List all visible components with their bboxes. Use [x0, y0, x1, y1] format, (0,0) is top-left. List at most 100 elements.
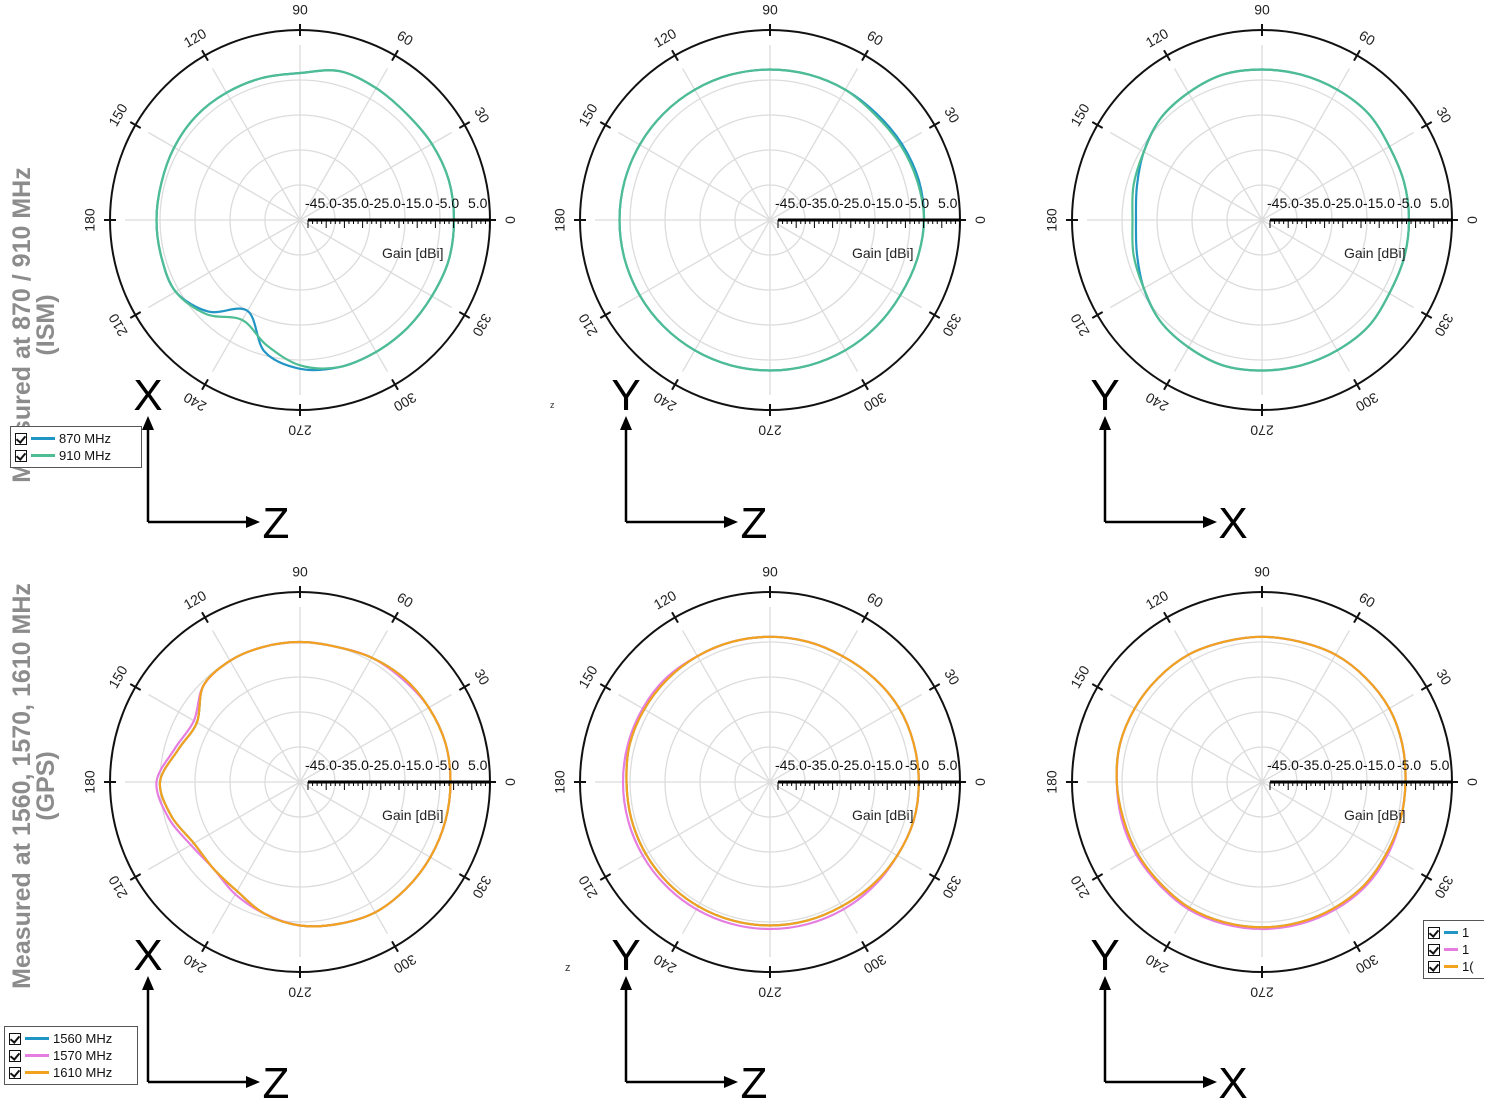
- radial-tick-label: 5.0: [938, 195, 958, 211]
- angle-tick-label: 270: [288, 984, 312, 1000]
- radial-tick-label: -35.0: [1299, 195, 1331, 211]
- axis-letter-horizontal: Z: [263, 499, 290, 548]
- angle-tick-label: 30: [471, 104, 493, 126]
- angle-tick-label: 330: [469, 311, 495, 339]
- radial-tick-label: -35.0: [807, 757, 839, 773]
- radial-tick-label: -35.0: [337, 757, 369, 773]
- legend-item[interactable]: 1610 MHz: [9, 1064, 133, 1081]
- series-swatch: [25, 1071, 49, 1074]
- checkbox-icon[interactable]: [9, 1067, 21, 1079]
- angle-tick: [600, 122, 610, 128]
- angle-tick: [392, 612, 398, 622]
- angle-tick-label: 210: [1067, 873, 1093, 901]
- radial-axis-title: Gain [dBi]: [1344, 807, 1405, 823]
- angle-tick: [672, 50, 678, 60]
- angle-tick-label: 240: [651, 389, 679, 415]
- arrow-head-icon: [1203, 516, 1217, 528]
- axis-letter-horizontal: Z: [741, 499, 768, 548]
- arrow-head-icon: [246, 516, 260, 528]
- angle-tick: [130, 684, 140, 690]
- angle-tick: [929, 684, 939, 690]
- angle-tick: [672, 379, 678, 389]
- axis-letter-vertical: X: [133, 371, 162, 420]
- axis-letter-horizontal: Z: [263, 1059, 290, 1100]
- legend-item[interactable]: 870 MHz: [15, 430, 137, 447]
- legend-item[interactable]: 1: [1428, 924, 1480, 941]
- checkbox-icon[interactable]: [15, 450, 27, 462]
- radial-tick-label: 5.0: [938, 757, 958, 773]
- angle-tick-label: 120: [1143, 587, 1171, 613]
- legend-label: 1: [1462, 925, 1469, 940]
- series-swatch: [1444, 931, 1458, 934]
- angle-tick: [1092, 684, 1102, 690]
- grid-spoke: [618, 782, 770, 870]
- legend-item[interactable]: 1560 MHz: [9, 1030, 133, 1047]
- legend-item[interactable]: 1: [1428, 941, 1480, 958]
- angle-tick-label: 330: [1431, 311, 1457, 339]
- grid-spoke: [683, 782, 771, 934]
- radial-tick-label: -5.0: [1397, 757, 1421, 773]
- angle-tick-label: 240: [1143, 951, 1171, 977]
- angle-tick-label: 120: [1143, 25, 1171, 51]
- legend-item[interactable]: 910 MHz: [15, 447, 137, 464]
- angle-tick-label: 0: [972, 778, 988, 786]
- angle-tick-label: 30: [941, 666, 963, 688]
- angle-tick: [1421, 874, 1431, 880]
- radial-tick-label: -15.0: [401, 757, 433, 773]
- grid-spoke: [683, 220, 771, 372]
- arrow-head-icon: [246, 1076, 260, 1088]
- angle-tick-label: 150: [1067, 663, 1093, 691]
- grid-spoke: [213, 782, 301, 934]
- radial-axis-title: Gain [dBi]: [382, 245, 443, 261]
- radial-tick-label: -45.0: [775, 757, 807, 773]
- angle-tick-label: 210: [105, 873, 131, 901]
- grid-spoke: [1175, 782, 1263, 934]
- angle-tick-label: 180: [82, 770, 98, 794]
- grid-spoke: [1110, 782, 1262, 870]
- angle-tick-label: 240: [651, 951, 679, 977]
- legend-label: 1: [1462, 942, 1469, 957]
- legend-label: 1570 MHz: [53, 1048, 112, 1063]
- angle-tick-label: 150: [105, 101, 131, 129]
- checkbox-icon[interactable]: [9, 1033, 21, 1045]
- angle-tick: [1164, 941, 1170, 951]
- arrow-head-icon: [724, 1076, 738, 1088]
- angle-tick-label: 210: [575, 873, 601, 901]
- checkbox-icon[interactable]: [1428, 944, 1440, 956]
- axis-letter-vertical: Y: [611, 931, 640, 980]
- angle-tick-label: 60: [1356, 27, 1378, 49]
- series-swatch: [31, 454, 55, 457]
- angle-tick: [202, 941, 208, 951]
- grid-spoke: [683, 68, 771, 220]
- grid-spoke: [148, 133, 300, 221]
- grid-spoke: [300, 220, 388, 372]
- angle-tick-label: 120: [651, 587, 679, 613]
- angle-tick-label: 270: [288, 422, 312, 438]
- angle-tick-label: 180: [552, 770, 568, 794]
- checkbox-icon[interactable]: [1428, 927, 1440, 939]
- angle-tick-label: 180: [552, 208, 568, 232]
- grid-spoke: [300, 782, 388, 934]
- polar-chart: 0306090120150180210240270300330-45.0 -35.…: [82, 564, 519, 1100]
- legend-item[interactable]: 1(: [1428, 958, 1480, 975]
- legend-label: 870 MHz: [59, 431, 111, 446]
- radial-tick-label: -35.0: [807, 195, 839, 211]
- legend-gps: 1560 MHz 1570 MHz 1610 MHz: [4, 1026, 138, 1085]
- angle-tick-label: 180: [1044, 208, 1060, 232]
- legend-item[interactable]: 1570 MHz: [9, 1047, 133, 1064]
- legend-gps-partial: 1 1 1(: [1423, 920, 1484, 979]
- checkbox-icon[interactable]: [9, 1050, 21, 1062]
- series-swatch: [1444, 965, 1458, 968]
- checkbox-icon[interactable]: [15, 433, 27, 445]
- radial-tick-label: -5.0: [1397, 195, 1421, 211]
- angle-tick: [1092, 874, 1102, 880]
- angle-tick: [1421, 122, 1431, 128]
- angle-tick-label: 0: [972, 216, 988, 224]
- radial-tick-label: -15.0: [871, 757, 903, 773]
- radial-tick-label: -15.0: [871, 195, 903, 211]
- angle-tick-label: 120: [181, 587, 209, 613]
- grid-spoke: [300, 782, 452, 870]
- angle-tick: [929, 122, 939, 128]
- checkbox-icon[interactable]: [1428, 961, 1440, 973]
